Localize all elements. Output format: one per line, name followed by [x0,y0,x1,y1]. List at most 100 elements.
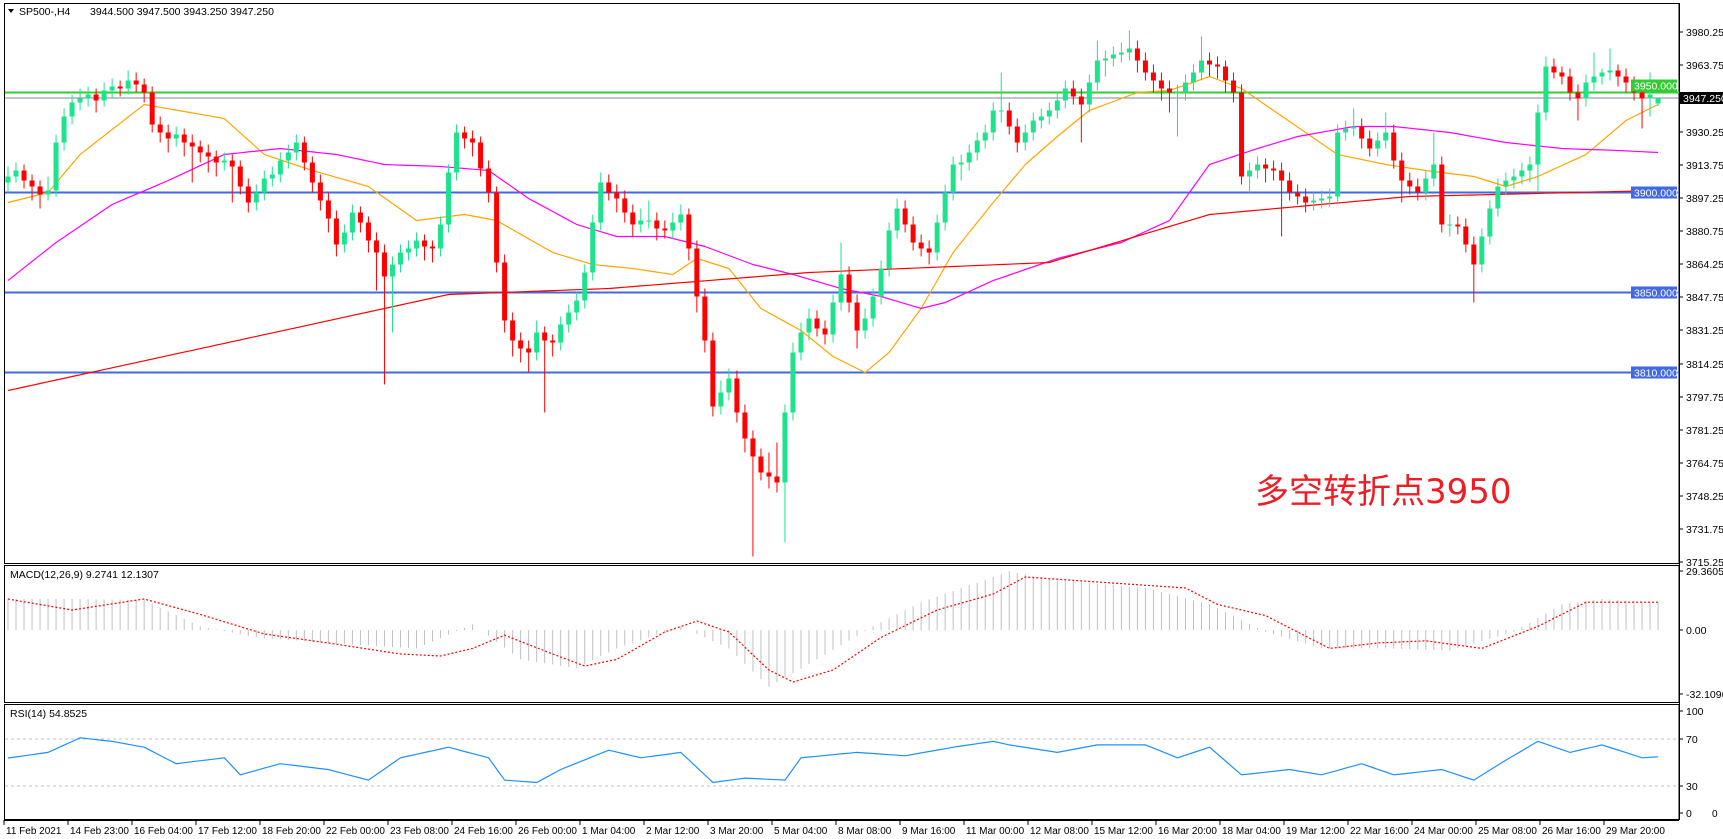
candle-body [502,262,508,321]
candle-body [654,220,660,229]
candle [1198,36,1204,81]
candle [1655,97,1661,106]
candle [61,108,67,151]
price-tick-label: 3814.250 [1686,359,1723,371]
time-tick-label: 18 Mar 04:00 [1222,826,1281,837]
price-tick-label: 3715.250 [1686,557,1723,569]
candle-body [1567,76,1573,93]
candle-body [1575,92,1581,99]
candle [157,116,163,143]
candle-body [1150,72,1156,81]
candle [598,172,604,231]
candle [414,232,420,257]
candle [854,294,860,349]
candle-body [886,230,892,269]
candle [1223,60,1229,93]
time-tick-label: 15 Mar 12:00 [1094,826,1153,837]
candle [1118,42,1124,63]
candle [1070,80,1076,105]
dropdown-triangle-icon[interactable] [8,9,14,13]
candle-body [830,302,836,335]
annotation-text: 多空转折点3950 [1255,472,1512,512]
candle [1126,30,1132,61]
candle-body [21,170,27,181]
candle-body [45,190,51,195]
price-tick-label: 3764.750 [1686,458,1723,470]
candle-body [822,328,828,335]
candle-body [990,110,996,133]
candle-body [854,302,860,331]
candle-body [582,272,588,301]
candle [614,184,620,213]
candle [1383,112,1389,149]
candle-body [1198,60,1204,73]
candle-body [1375,140,1381,149]
candle [309,156,315,193]
candle-body [438,224,444,249]
candle-body [1014,126,1020,143]
time-tick-label: 19 Mar 12:00 [1286,826,1345,837]
candle [29,174,35,201]
candle-body [349,212,355,233]
candle-body [1407,180,1413,187]
candle-body [1415,186,1421,193]
candle-body [1343,128,1349,133]
candle [1463,218,1469,253]
rsi-tick-label: 30 [1686,781,1698,793]
candle [726,368,732,401]
candle [1527,156,1533,183]
price-pane[interactable] [4,3,1680,564]
candle [53,134,59,197]
candle-body [1583,82,1589,99]
candle [133,72,139,93]
candle [550,334,556,357]
candle [1190,64,1196,91]
candle-body [1479,236,1485,265]
candle-body [742,412,748,439]
candle-body [237,166,243,187]
candle [1399,152,1405,203]
ohlc-readout: 3944.500 3947.500 3943.250 3947.250 [90,6,274,18]
current-price-tag [1680,92,1723,104]
candle-body [1319,198,1325,201]
candle [277,152,283,183]
price-tick-label: 3897.250 [1686,193,1723,205]
candle-body [1455,224,1461,227]
moving-average-line-0 [7,75,1659,374]
candle-body [774,476,780,483]
time-tick-label: 18 Feb 20:00 [262,826,321,837]
candle-body [590,222,596,273]
candle [93,88,99,113]
candle-body [1126,48,1132,53]
candle-body [1038,116,1044,121]
candle-body [61,116,67,143]
candle [862,308,868,339]
candle [1006,102,1012,135]
candle [814,310,820,337]
candle-body [406,248,411,253]
candle-body [462,132,468,139]
candle [13,162,19,183]
candle-body [229,160,235,167]
candle [357,206,363,233]
candle-body [173,134,179,139]
candle [1207,52,1212,77]
candle [990,102,996,141]
candle [1479,228,1485,273]
candle-body [950,164,956,193]
candle [77,88,83,111]
candle-body [622,198,628,213]
macd-pane[interactable]: MACD(12,26,9) 9.2741 12.1307 [4,565,1680,703]
candle-body [1030,120,1036,133]
symbol-label: SP500-,H4 [19,6,71,18]
candle-body [566,312,572,325]
candle-body [1495,186,1501,209]
candle [1503,172,1509,195]
candle [1022,124,1028,151]
candle-body [1118,52,1124,55]
candle [1615,64,1621,87]
candle [181,128,187,157]
candle [101,82,107,107]
candle [69,94,75,125]
